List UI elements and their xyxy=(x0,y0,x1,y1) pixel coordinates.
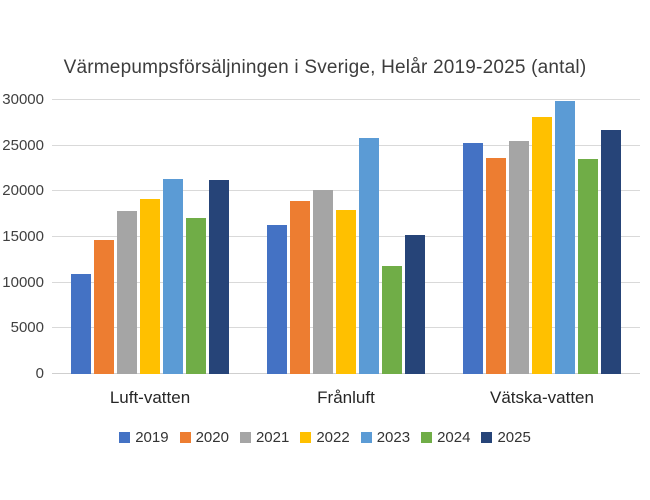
legend-item-2022: 2022 xyxy=(300,429,350,446)
gridline-20000 xyxy=(52,190,640,192)
category-label-luft-vatten: Luft-vatten xyxy=(109,388,191,407)
legend-item-2021: 2021 xyxy=(239,429,290,446)
legend-item-2024: 2024 xyxy=(421,429,470,446)
bar-2025-v-tska-vatten xyxy=(601,130,621,374)
legend-swatch-2020 xyxy=(179,432,191,443)
legend-label-2019: 2019 xyxy=(135,429,169,446)
bar-2025-fr-nluft xyxy=(405,235,425,374)
bar-2022-v-tska-vatten xyxy=(532,117,552,374)
y-tick-label-15000: 15000 xyxy=(2,228,44,245)
legend-item-2025: 2025 xyxy=(481,429,531,446)
bar-2024-fr-nluft xyxy=(382,266,402,374)
gridline-30000 xyxy=(52,99,640,100)
bar-2023-luft-vatten xyxy=(163,179,183,374)
legend-swatch-2024 xyxy=(421,432,433,443)
bar-2022-luft-vatten xyxy=(140,198,160,374)
legend-label-2023: 2023 xyxy=(376,429,411,446)
bar-2023-v-tska-vatten xyxy=(555,100,575,374)
category-axis-labels: Luft-vatten Frånluft Vätska-vatten xyxy=(52,388,640,408)
gridline-25000 xyxy=(52,144,640,146)
y-tick-label-30000: 30000 xyxy=(2,91,44,108)
bar-group-v-tska-vatten xyxy=(444,100,640,374)
y-axis-labels: 0 5000 10000 15000 20000 25000 30000 xyxy=(0,92,44,382)
bar-2021-luft-vatten xyxy=(117,211,137,374)
y-tick-label-0: 0 xyxy=(35,365,44,382)
bar-2023-fr-nluft xyxy=(359,138,379,374)
chart-title: Värmepumpsförsäljningen i Sverige, Helår… xyxy=(63,57,587,78)
legend-label-2025: 2025 xyxy=(497,429,531,446)
bar-2025-luft-vatten xyxy=(209,180,229,374)
bar-2019-fr-nluft xyxy=(267,225,287,374)
bar-group-fr-nluft xyxy=(248,100,444,374)
legend-swatch-2021 xyxy=(239,432,251,443)
legend-label-2024: 2024 xyxy=(437,429,471,446)
legend-label-2022: 2022 xyxy=(316,429,350,446)
legend-item-2020: 2020 xyxy=(179,429,229,446)
legend-item-2023: 2023 xyxy=(360,429,411,446)
bar-groups xyxy=(52,100,640,374)
y-tick-label-20000: 20000 xyxy=(2,182,44,200)
bar-2020-fr-nluft xyxy=(290,201,310,374)
legend-swatch-2022 xyxy=(300,432,312,443)
plot-area xyxy=(52,99,640,374)
bar-2020-v-tska-vatten xyxy=(486,157,506,374)
legend-item-2019: 2019 xyxy=(119,429,169,446)
bar-2021-fr-nluft xyxy=(313,190,333,374)
bar-2024-v-tska-vatten xyxy=(578,159,598,374)
bar-2024-luft-vatten xyxy=(186,217,206,374)
bar-group-luft-vatten xyxy=(52,100,248,374)
y-tick-label-5000: 5000 xyxy=(10,319,44,337)
category-label-fr-nluft: Frånluft xyxy=(317,388,375,407)
bar-2022-fr-nluft xyxy=(336,209,356,374)
y-tick-label-10000: 10000 xyxy=(2,273,44,291)
legend: 2019 2020 2021 2022 2023 2024 2025 xyxy=(0,429,650,446)
category-label-v-tska-vatten: Vätska-vatten xyxy=(490,388,594,407)
bar-2020-luft-vatten xyxy=(94,239,114,374)
legend-swatch-2019 xyxy=(119,432,131,443)
bar-2019-luft-vatten xyxy=(71,273,91,374)
legend-swatch-2023 xyxy=(360,432,372,443)
legend-label-2020: 2020 xyxy=(195,429,229,446)
bar-2019-v-tska-vatten xyxy=(463,142,483,374)
legend-label-2021: 2021 xyxy=(255,429,290,446)
bar-2021-v-tska-vatten xyxy=(509,141,529,374)
y-tick-label-25000: 25000 xyxy=(2,136,44,154)
legend-swatch-2025 xyxy=(481,432,493,443)
